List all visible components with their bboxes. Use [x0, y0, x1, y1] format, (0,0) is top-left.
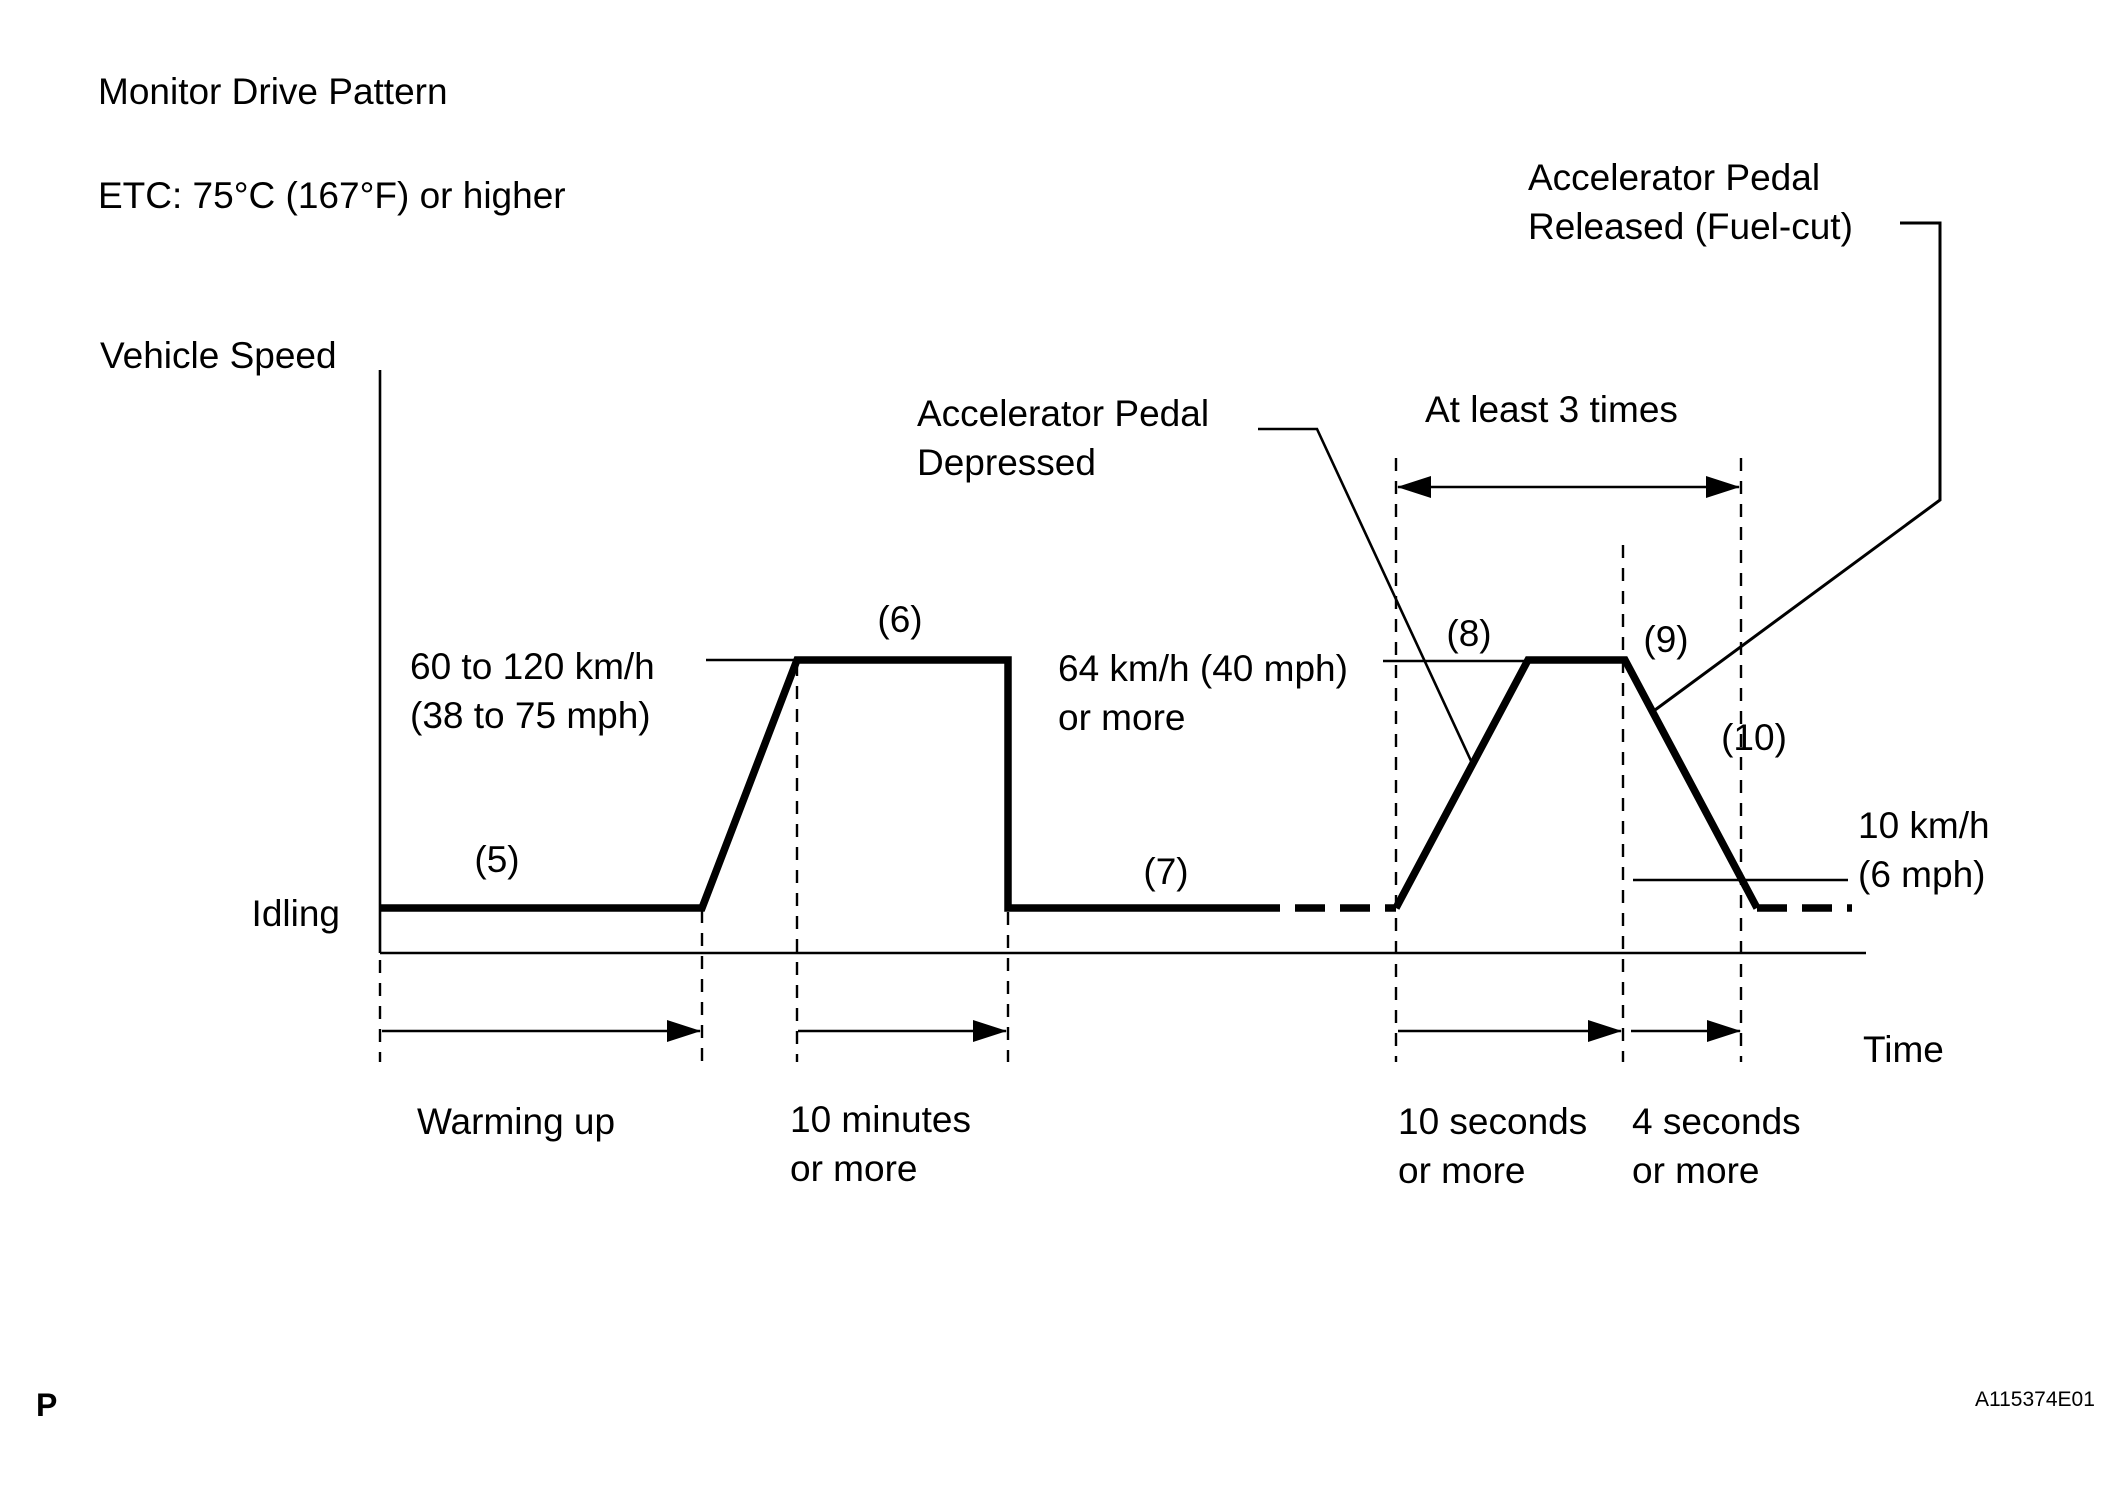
speed-min-line2: or more — [1058, 696, 1186, 738]
speed-low-line1: 10 km/h — [1858, 805, 1990, 846]
interval-warming-up: Warming up — [417, 1101, 616, 1142]
accel-released-line2: Released (Fuel-cut) — [1528, 205, 1853, 247]
accel-depressed-line1: Accelerator Pedal — [917, 393, 1210, 434]
at-least-3-times-note: At least 3 times — [1425, 389, 1678, 430]
interval-4-seconds: 4 seconds or more — [1632, 1098, 1801, 1196]
accel-released-line1: Accelerator Pedal — [1528, 157, 1821, 198]
interval-4-seconds-line2: or more — [1632, 1149, 1760, 1191]
interval-10-minutes: 10 minutes or more — [790, 1096, 971, 1194]
speed-min-note: 64 km/h (40 mph) or more — [1058, 645, 1348, 743]
step-6-label: (6) — [877, 599, 923, 640]
accel-depressed-line2: Depressed — [917, 441, 1096, 483]
speed-low-note: 10 km/h (6 mph) — [1858, 802, 1990, 900]
speed-low-line2: (6 mph) — [1858, 853, 1986, 895]
etc-condition: ETC: 75°C (167°F) or higher — [98, 175, 566, 216]
accel-depressed-note: Accelerator Pedal Depressed — [917, 390, 1209, 488]
step-8-label: (8) — [1446, 613, 1492, 654]
interval-10-seconds: 10 seconds or more — [1398, 1098, 1587, 1196]
interval-10-seconds-line1: 10 seconds — [1398, 1101, 1588, 1142]
speed-curve-second-hump — [1392, 656, 1761, 910]
interval-10-minutes-line1: 10 minutes — [790, 1099, 971, 1140]
step-10-label: (10) — [1721, 717, 1787, 758]
idling-label: Idling — [251, 893, 340, 934]
step-5-label: (5) — [474, 839, 520, 880]
speed-range-line1: 60 to 120 km/h — [410, 646, 655, 687]
leader-accel-released — [1654, 221, 1942, 712]
interval-10-minutes-line2: or more — [790, 1147, 918, 1189]
interval-4-seconds-line1: 4 seconds — [1632, 1101, 1801, 1142]
leader-accel-depressed — [1258, 427, 1474, 764]
page-marker: P — [36, 1387, 58, 1423]
step-9-label: (9) — [1643, 619, 1689, 660]
speed-min-line1: 64 km/h (40 mph) — [1058, 648, 1348, 689]
y-axis-label: Vehicle Speed — [100, 335, 337, 376]
speed-range-line2: (38 to 75 mph) — [410, 694, 651, 736]
x-axis-label: Time — [1863, 1029, 1944, 1070]
figure-title: Monitor Drive Pattern — [98, 71, 448, 112]
accel-released-note: Accelerator Pedal Released (Fuel-cut) — [1528, 154, 1853, 252]
figure-code: A115374E01 — [1975, 1388, 2095, 1411]
speed-curve-idle-and-first-hump — [380, 656, 1250, 912]
speed-range-note: 60 to 120 km/h (38 to 75 mph) — [410, 643, 655, 741]
step-7-label: (7) — [1143, 851, 1189, 892]
interval-10-seconds-line2: or more — [1398, 1149, 1526, 1191]
